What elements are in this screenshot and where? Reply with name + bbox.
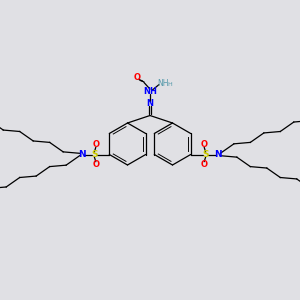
- Text: N: N: [146, 99, 154, 108]
- Text: N: N: [214, 150, 222, 159]
- Text: O: O: [92, 140, 99, 149]
- Text: O: O: [201, 160, 208, 169]
- Text: S: S: [91, 150, 98, 159]
- Text: NH: NH: [143, 87, 157, 96]
- Text: O: O: [134, 73, 141, 82]
- Text: H: H: [167, 82, 172, 87]
- Text: O: O: [201, 140, 208, 149]
- Text: NH: NH: [157, 79, 169, 88]
- Text: S: S: [202, 150, 209, 159]
- Text: O: O: [92, 160, 99, 169]
- Text: N: N: [78, 150, 85, 159]
